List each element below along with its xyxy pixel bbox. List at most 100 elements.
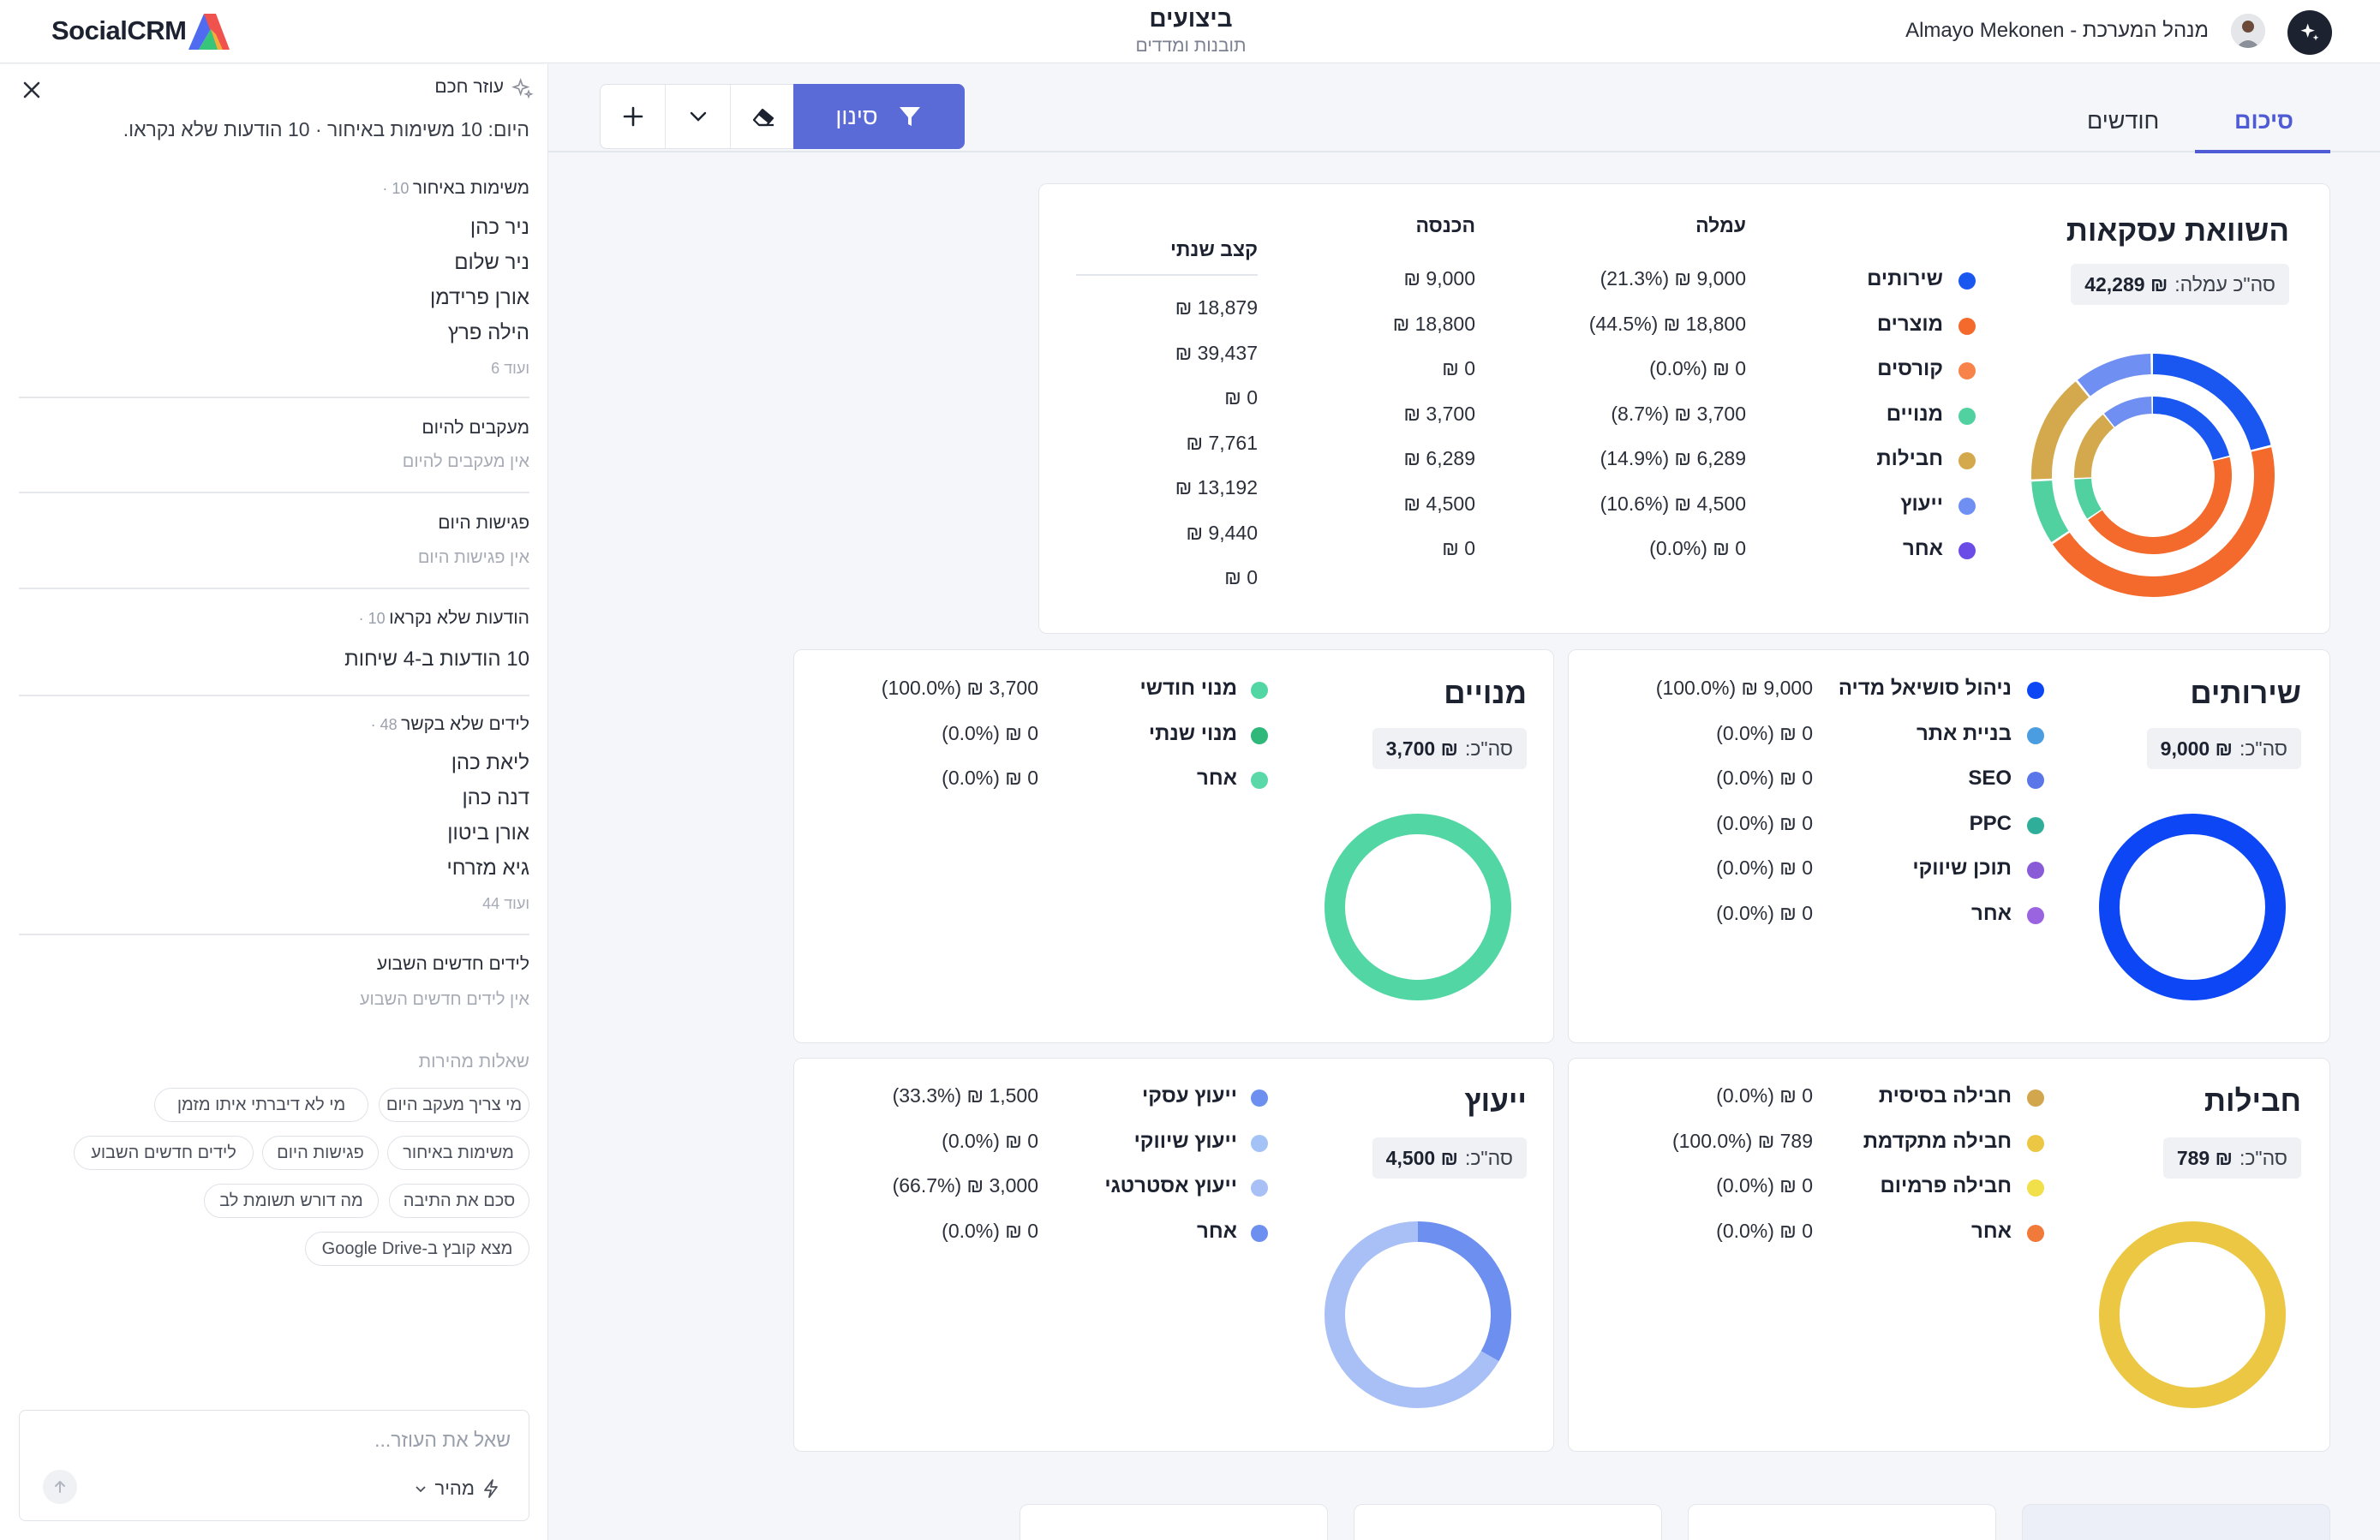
assistant-input-box[interactable] <box>19 1410 529 1521</box>
consulting-donut-chart[interactable] <box>1323 1220 1513 1410</box>
deals-outer-segment[interactable] <box>2052 447 2275 597</box>
deal-income-value: ₪ 3,700 <box>1403 402 1475 425</box>
user-name[interactable]: Almayo Mekonen - מנהל המערכת <box>1905 19 2209 42</box>
deal-category-label: מוצרים <box>1876 312 1943 336</box>
legend-value: (0.0%) ₪ 0 <box>1716 1084 1813 1107</box>
consulting-segment[interactable] <box>1325 1221 1499 1408</box>
list-item[interactable]: ניר שלום <box>454 251 529 274</box>
stat-card <box>1354 1504 1662 1540</box>
leads-section-header[interactable]: לידים שלא בקשר 48 · <box>371 714 529 735</box>
dropdown-button[interactable] <box>666 85 731 148</box>
overdue-count: 10 · <box>382 180 410 197</box>
legend-value: (0.0%) ₪ 0 <box>1716 767 1813 789</box>
legend-label: אחר <box>1970 1219 2012 1243</box>
mode-selector[interactable]: מהיר <box>406 1473 500 1504</box>
deal-annual-value: ₪ 18,879 <box>1175 296 1258 319</box>
legend-label: PPC <box>1969 811 2012 835</box>
deals-donut-chart[interactable] <box>2027 349 2279 601</box>
tab-summary[interactable]: סיכום <box>2234 108 2293 134</box>
list-item[interactable]: הילה פרץ <box>447 321 529 344</box>
unread-section-header[interactable]: הודעות שלא נקראו 10 · <box>359 608 529 629</box>
leads-title: לידים שלא בקשר <box>401 714 529 734</box>
meetings-title: פגישות היום <box>438 513 529 533</box>
legend-label: SEO <box>1968 767 2012 790</box>
divider <box>1076 274 1258 276</box>
packages-donut-chart[interactable] <box>2097 1220 2287 1410</box>
quick-question-chip[interactable]: פגישות היום <box>262 1136 379 1170</box>
divider <box>19 695 529 696</box>
legend-label: בניית אתר <box>1916 721 2012 745</box>
list-item[interactable]: אורן פרידמן <box>429 286 529 309</box>
assistant-input[interactable]: שאל את העוזר... <box>374 1429 511 1451</box>
clear-filter-button[interactable] <box>731 85 796 148</box>
add-button[interactable] <box>601 85 666 148</box>
legend-dot <box>2027 906 2044 924</box>
quick-question-chip[interactable]: סכם את התיבה <box>389 1184 529 1218</box>
list-item[interactable]: אורן ביטון <box>447 821 529 845</box>
legend-label: אחר <box>1970 901 2012 925</box>
legend-value: (100.0%) ₪ 9,000 <box>1655 677 1813 699</box>
close-icon[interactable] <box>19 77 45 103</box>
tabs-divider <box>548 151 2380 152</box>
tab-monthly[interactable]: חודשים <box>2087 108 2160 134</box>
deals-inner-segment[interactable] <box>2152 397 2230 461</box>
services-donut-chart[interactable] <box>2097 812 2287 1002</box>
list-item[interactable]: ליאת כהן <box>451 751 529 774</box>
ai-assistant-button[interactable] <box>2287 10 2332 55</box>
deals-outer-segment[interactable] <box>2031 381 2090 480</box>
services-total-label: סה"כ: <box>2239 737 2287 760</box>
chevron-down-icon <box>690 111 706 122</box>
deals-outer-segment[interactable] <box>2077 354 2151 397</box>
avatar[interactable] <box>2231 14 2265 48</box>
legend-value: (100.0%) ₪ 789 <box>1671 1129 1813 1152</box>
overdue-section-header[interactable]: משימות באיחור 10 · <box>382 178 529 199</box>
legend-dot <box>1251 1134 1268 1152</box>
legend-label: חבילה מתקדמת <box>1863 1129 2012 1153</box>
legend-dot <box>2027 1179 2044 1197</box>
deals-outer-segment[interactable] <box>2152 354 2271 451</box>
deal-annual-value: ₪ 7,761 <box>1186 431 1258 454</box>
deals-inner-segment[interactable] <box>2074 478 2102 519</box>
legend-dot <box>1958 542 1976 559</box>
quick-question-chip[interactable]: לידים חדשים השבוע <box>74 1136 254 1170</box>
filter-button[interactable]: סינון <box>793 84 965 149</box>
send-button[interactable] <box>43 1470 77 1504</box>
quick-question-chip[interactable]: משימות באיחור <box>387 1136 529 1170</box>
legend-dot <box>1958 272 1976 289</box>
deal-income-value: ₪ 4,500 <box>1403 492 1475 515</box>
legend-value: (100.0%) ₪ 3,700 <box>881 677 1038 699</box>
deals-inner-segment[interactable] <box>2103 397 2152 427</box>
deals-inner-segment[interactable] <box>2074 414 2114 478</box>
quick-question-chip[interactable]: מצא קובץ ב-Google Drive <box>305 1232 529 1266</box>
deals-total-label: סה"כ עמלה: <box>2174 272 2275 295</box>
deals-outer-segment[interactable] <box>2031 480 2069 543</box>
list-item[interactable]: דנה כהן <box>462 786 529 809</box>
divider <box>19 397 529 398</box>
quick-question-chip[interactable]: מה דורש תשומת לב <box>204 1184 379 1218</box>
plus-icon <box>623 106 643 127</box>
services-card <box>1568 649 2330 1043</box>
legend-dot <box>1958 407 1976 425</box>
consulting-total-value: ₪ 4,500 <box>1385 1146 1458 1169</box>
consulting-segment[interactable] <box>1417 1221 1511 1362</box>
subscriptions-card <box>793 649 1554 1043</box>
deals-inner-segment[interactable] <box>2088 457 2232 554</box>
deal-annual-value: ₪ 13,192 <box>1175 476 1258 498</box>
list-item[interactable]: גיא מזרחי <box>446 857 529 880</box>
more-link[interactable]: ועוד 6 <box>491 360 529 377</box>
subscriptions-donut-chart[interactable] <box>1323 812 1513 1002</box>
list-item[interactable]: ניר כהן <box>469 216 529 239</box>
brand-logo-icon[interactable] <box>185 10 231 51</box>
legend-dot <box>1958 362 1976 379</box>
deal-category-label: מנויים <box>1886 402 1943 426</box>
divider <box>19 492 529 493</box>
quick-question-chip[interactable]: מי צריך מעקב היום <box>379 1088 529 1122</box>
quick-question-chip[interactable]: מי לא דיברתי איתו מזמן <box>154 1088 368 1122</box>
packages-ring <box>2099 1221 2286 1408</box>
divider <box>19 588 529 589</box>
mode-label: מהיר <box>434 1477 475 1499</box>
brand-name[interactable]: SocialCRM <box>51 15 187 45</box>
unread-text[interactable]: 10 הודעות ב-4 שיחות <box>344 648 529 671</box>
more-link[interactable]: ועוד 44 <box>482 895 529 912</box>
legend-dot <box>2027 726 2044 744</box>
